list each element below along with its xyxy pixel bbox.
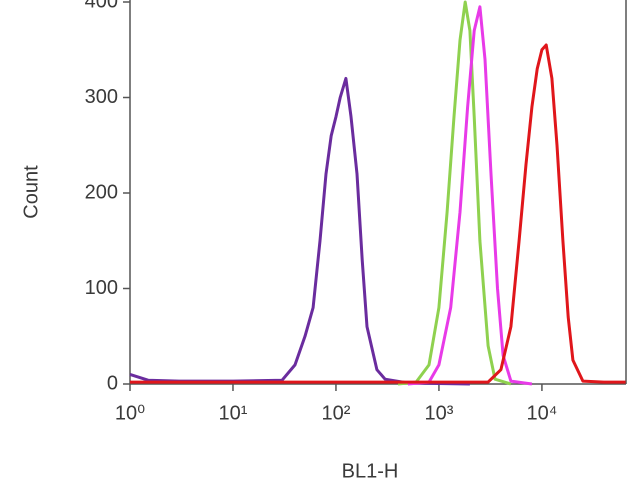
x-tick-label: 10⁰ [115, 402, 145, 424]
y-tick-label: 200 [85, 181, 118, 203]
y-axis-label: Count [20, 165, 42, 219]
x-tick-label: 10⁴ [526, 402, 557, 424]
histogram-line [407, 5, 533, 386]
histogram-line [397, 0, 512, 386]
histogram-line [130, 43, 626, 384]
x-tick-label: 10² [322, 402, 351, 424]
y-tick-label: 100 [85, 277, 118, 299]
x-tick-label: 10¹ [219, 402, 248, 424]
y-tick-label: 300 [85, 86, 118, 108]
x-axis-label: BL1-H [342, 460, 399, 482]
y-tick-label: 400 [85, 0, 118, 12]
histogram-line [129, 76, 470, 386]
y-tick-label: 0 [107, 372, 118, 394]
x-tick-label: 10³ [424, 402, 453, 424]
